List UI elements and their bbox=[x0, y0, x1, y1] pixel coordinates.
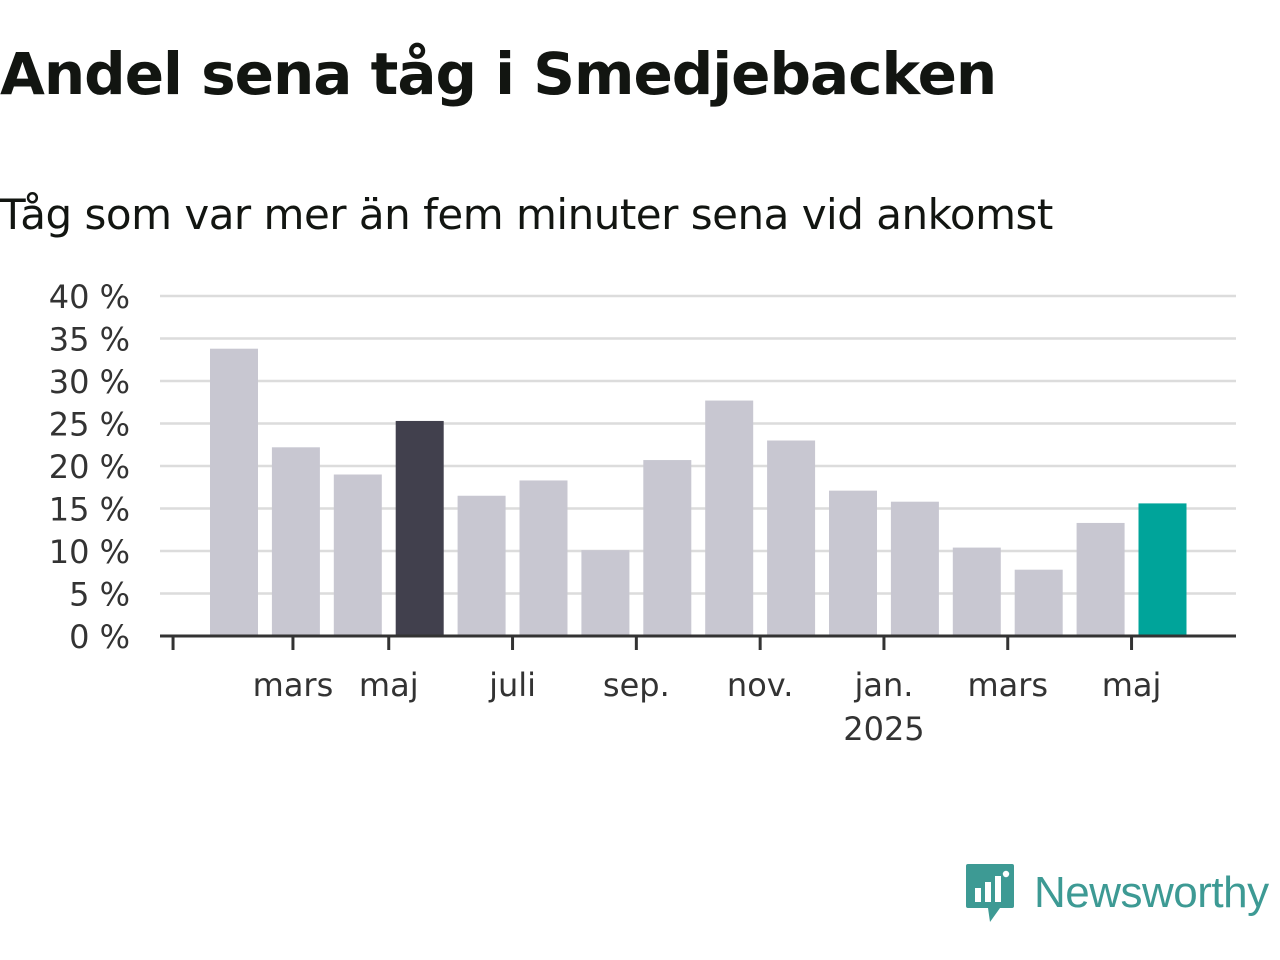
y-tick-label: 15 % bbox=[49, 491, 130, 529]
x-tick-label: juli bbox=[488, 666, 536, 704]
bar-2024-07 bbox=[519, 480, 568, 636]
bar-2025-04 bbox=[1076, 522, 1125, 636]
bar-2024-10 bbox=[705, 400, 754, 636]
bar-2025-02 bbox=[952, 547, 1001, 636]
x-tick-sublabel: 2025 bbox=[843, 710, 924, 748]
y-tick-label: 35 % bbox=[49, 321, 130, 359]
bar-2024-12 bbox=[829, 490, 877, 636]
y-tick-label: 20 % bbox=[49, 448, 130, 486]
x-tick-label: nov. bbox=[727, 666, 793, 704]
chart-title: Andel sena tåg i Smedjebacken bbox=[0, 40, 997, 108]
x-tick-label: mars bbox=[253, 666, 334, 704]
bar-2025-05 bbox=[1138, 503, 1187, 636]
newsworthy-wordmark: Newsworthy bbox=[1034, 868, 1269, 917]
x-tick-label: jan. bbox=[853, 666, 913, 704]
bar-2025-03 bbox=[1014, 569, 1063, 636]
bar-2025-01 bbox=[890, 501, 939, 636]
newsworthy-logo: Newsworthy bbox=[964, 862, 1269, 924]
newsworthy-logo-icon bbox=[966, 864, 1014, 922]
x-tick-label: maj bbox=[1102, 666, 1162, 704]
y-tick-label: 10 % bbox=[49, 533, 130, 571]
bar-2024-05 bbox=[395, 420, 444, 636]
bars bbox=[210, 348, 1187, 636]
bar-2024-11 bbox=[767, 440, 816, 636]
x-tick-label: maj bbox=[359, 666, 419, 704]
chart-subtitle: Tåg som var mer än fem minuter sena vid … bbox=[0, 190, 1053, 239]
x-tick-label: mars bbox=[967, 666, 1048, 704]
grid-lines bbox=[160, 294, 1236, 595]
bar-2024-08 bbox=[581, 550, 630, 636]
y-tick-label: 40 % bbox=[49, 278, 130, 316]
x-tick-label: sep. bbox=[603, 666, 670, 704]
y-tick-label: 0 % bbox=[69, 618, 130, 656]
bar-2024-06 bbox=[457, 495, 506, 636]
y-axis-labels: 0 % 5 % 10 % 15 % 20 % 25 % 30 % 35 % 40 % bbox=[49, 278, 130, 656]
x-axis bbox=[160, 634, 1236, 650]
bar-2024-03 bbox=[271, 447, 320, 636]
bar-2024-02 bbox=[210, 348, 258, 636]
bar-chart: 0 %5 %10 %15 %20 %25 %30 %35 %40 % mars m… bbox=[49, 278, 1236, 748]
bar-2024-09 bbox=[643, 460, 692, 636]
y-tick-label: 25 % bbox=[49, 406, 130, 444]
bar-2024-04 bbox=[333, 474, 382, 636]
y-tick-label: 30 % bbox=[49, 363, 130, 401]
y-tick-label: 5 % bbox=[69, 576, 130, 614]
